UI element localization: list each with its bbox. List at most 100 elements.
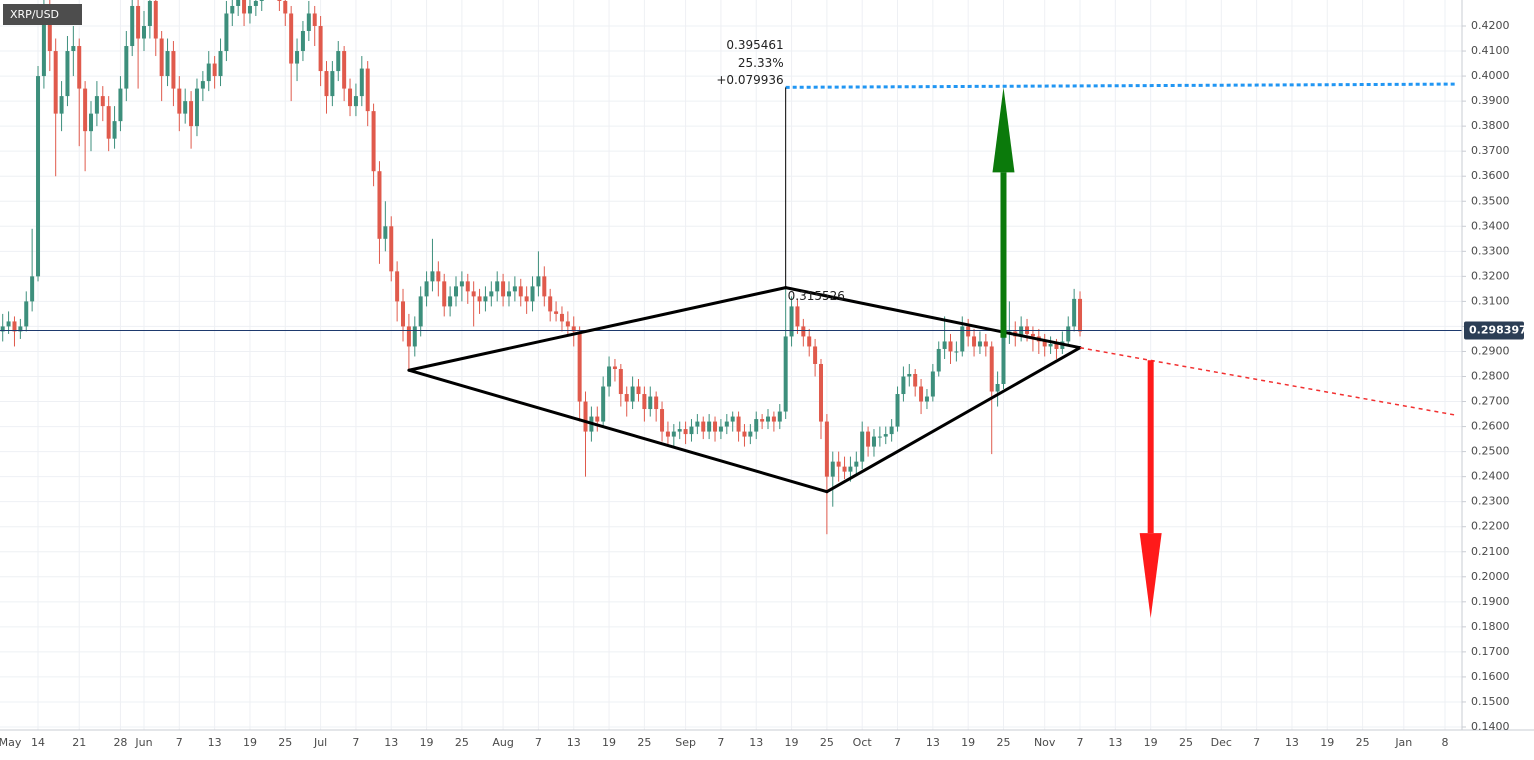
candle-body — [383, 226, 388, 239]
candle-body — [206, 63, 211, 82]
x-tick-label: 19 — [420, 736, 434, 749]
x-tick-label: 25 — [455, 736, 469, 749]
candle-body — [259, 0, 264, 1]
y-tick-label: 0.2700 — [1471, 395, 1510, 408]
candle-body — [618, 368, 623, 395]
candle-body — [919, 386, 924, 402]
candle-body — [36, 76, 41, 277]
candle-body — [842, 466, 847, 472]
x-tick-label: Oct — [853, 736, 873, 749]
candle-body — [506, 291, 511, 297]
x-tick-label: 13 — [567, 736, 581, 749]
candle-body — [1030, 333, 1035, 337]
candle-body — [89, 113, 94, 132]
candle-body — [607, 366, 612, 387]
candle-body — [141, 26, 146, 39]
candle-body — [65, 51, 70, 97]
candle-body — [630, 386, 635, 402]
grid — [0, 0, 1462, 730]
symbol-box — [3, 4, 82, 25]
y-tick-label: 0.1900 — [1471, 595, 1510, 608]
candle-body — [612, 366, 617, 369]
candle-body — [536, 276, 541, 287]
candle-body — [83, 88, 88, 132]
candle-body — [106, 106, 111, 139]
x-tick-label: 7 — [176, 736, 183, 749]
candle-body — [295, 51, 300, 64]
price-tag-label: 0.298397 — [1469, 323, 1527, 336]
candle-body — [542, 276, 547, 297]
x-tick-label: 7 — [535, 736, 542, 749]
candle-body — [718, 426, 723, 432]
y-tick-label: 0.2000 — [1471, 570, 1510, 583]
candle-body — [171, 51, 176, 89]
y-tick-label: 0.3600 — [1471, 169, 1510, 182]
candle-body — [924, 396, 929, 402]
candle-body — [818, 363, 823, 422]
candle-body — [406, 326, 411, 347]
x-tick-label: 19 — [1144, 736, 1158, 749]
y-tick-label: 0.2200 — [1471, 520, 1510, 533]
candle-body — [595, 416, 600, 422]
candle-body — [177, 88, 182, 114]
candle-body — [742, 431, 747, 437]
candle-body — [948, 341, 953, 352]
candle-body — [548, 296, 553, 312]
x-tick-label: 25 — [278, 736, 292, 749]
x-tick-label: 13 — [1108, 736, 1122, 749]
y-tick-label: 0.4200 — [1471, 19, 1510, 32]
candle-body — [665, 431, 670, 437]
y-tick-label: 0.1400 — [1471, 720, 1510, 733]
candle-body — [677, 429, 682, 432]
candle-body — [807, 336, 812, 347]
candle-body — [230, 5, 235, 14]
candle-body — [71, 46, 76, 52]
candle-body — [848, 466, 853, 472]
candle-body — [966, 326, 971, 337]
x-tick-label: 7 — [352, 736, 359, 749]
candle-body — [389, 226, 394, 272]
candle-body — [371, 111, 376, 172]
candle-body — [283, 0, 288, 14]
candle-body — [424, 281, 429, 297]
candle-body — [6, 321, 11, 327]
candle-body — [236, 0, 241, 6]
x-tick-label: May — [0, 736, 22, 749]
candle-body — [224, 13, 229, 52]
candle-body — [583, 401, 588, 432]
candle-body — [901, 376, 906, 395]
candle-body — [501, 281, 506, 297]
y-tick-label: 0.3900 — [1471, 94, 1510, 107]
candle-body — [147, 0, 152, 27]
y-tick-label: 0.4000 — [1471, 69, 1510, 82]
x-tick-label: Jul — [313, 736, 327, 749]
y-tick-label: 0.2300 — [1471, 495, 1510, 508]
candle-body — [183, 101, 188, 114]
candle-body — [118, 88, 123, 122]
candle-body — [777, 411, 782, 422]
symbol: XRP/USD — [10, 8, 59, 21]
arrow-head — [992, 87, 1015, 173]
candle-body — [306, 13, 311, 32]
measure-start: 0.315526 — [788, 289, 845, 303]
x-tick-label: 25 — [820, 736, 834, 749]
candle-body — [312, 13, 317, 26]
candle-body — [242, 0, 247, 14]
plot-area — [0, 0, 1462, 619]
x-tick-label: 7 — [1077, 736, 1084, 749]
candle-body — [642, 394, 647, 410]
candle-body — [530, 286, 535, 302]
candle-body — [1066, 326, 1071, 342]
candle-body — [707, 421, 712, 432]
candle-body — [365, 68, 370, 112]
candle-body — [0, 326, 5, 332]
candle-body — [654, 396, 659, 410]
candle-body — [336, 51, 341, 72]
candle-body — [1019, 326, 1024, 337]
x-tick-label: 28 — [113, 736, 127, 749]
y-tick-label: 0.3100 — [1471, 294, 1510, 307]
x-tick-label: Jun — [134, 736, 152, 749]
candle-body — [212, 63, 217, 77]
measure-percent: 25.33% — [738, 56, 784, 70]
candle-body — [983, 341, 988, 347]
